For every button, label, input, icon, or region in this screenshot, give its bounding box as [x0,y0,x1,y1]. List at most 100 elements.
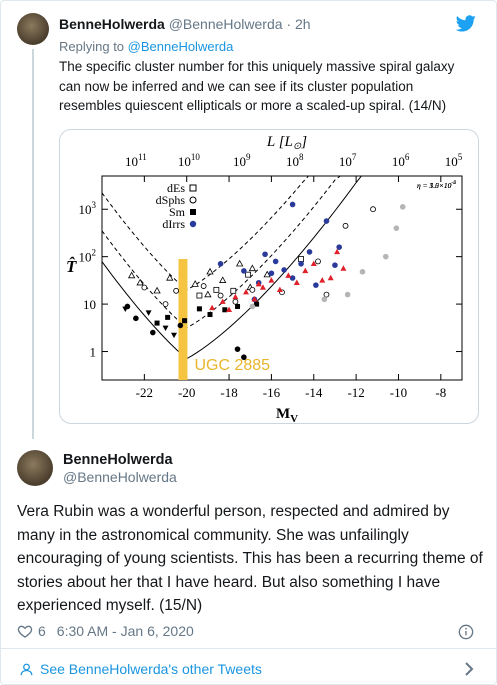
replying-to: Replying to @BenneHolwerda [59,39,233,54]
point-red-triangle [334,248,341,255]
point-open-triangle [127,271,136,279]
curve-label-exp: -4 [451,179,456,186]
point-de [245,271,252,278]
point-red-triangle [259,284,266,290]
point-gray-circle [321,296,328,303]
point-open-triangle [263,270,271,278]
point-dsph [217,292,224,299]
curve-label-text: η = 1.0×10 [417,181,452,190]
top-tick-exp: 7 [352,152,357,162]
point-dsph [141,284,148,291]
point-black-triangle [162,325,169,332]
point-dirr [332,262,338,268]
point-red-triangle [276,286,283,293]
top-tick-label: 1010 [178,152,201,169]
point-sm [196,306,202,312]
tweet-14[interactable]: BenneHolwerda @BenneHolwerda · 2h Replyi… [1,1,496,438]
point-red-triangle [268,277,275,283]
author-name[interactable]: BenneHolwerda [63,452,173,468]
point-dsph [323,291,330,298]
x-tick-label: -18 [220,385,237,400]
point-dirr [268,270,275,277]
point-black-circle [177,322,184,329]
person-icon [20,663,33,675]
point-dirr [313,282,319,288]
legend-label: dSphs [156,193,186,207]
curve-label-exp: -5 [451,180,456,186]
tweet-timestamp[interactable]: 6:30 AM - Jan 6, 2020 [56,623,194,639]
top-tick-base: 10 [125,154,138,169]
x-tick-label: -16 [263,385,281,400]
x-tick-label: -20 [178,385,195,400]
point-red-triangle [340,265,347,271]
point-gray-circle [359,269,366,275]
x-axis-label-sub: V [290,413,298,424]
twitter-bird-icon[interactable] [456,15,476,32]
heart-icon[interactable] [17,623,33,639]
point-red-triangle [209,304,216,311]
attached-chart-image[interactable]: -22 -20 -18 -16 -14 -12 -10 -8 1011 1010 109 108 107… [59,129,479,424]
point-dirr [272,258,279,265]
chart-labels: MV L [L⊙] T̂ [66,134,307,424]
legend-marker [189,196,197,204]
replying-handle-link[interactable]: @BenneHolwerda [127,39,234,54]
x-tick-label: -10 [390,385,407,400]
ugc-2885-label: UGC 2885 [194,357,270,374]
point-red-triangle [285,272,292,278]
point-red-triangle [219,298,226,304]
y-tick-base: 10 [79,202,92,217]
x-tick-label: -8 [435,385,446,400]
tweet-time[interactable]: 2h [295,16,311,32]
point-dirr [289,201,296,208]
point-red-triangle [310,260,317,266]
x-tick-label: -12 [347,385,364,400]
point-dirr [281,267,287,273]
legend-label: dIrrs [162,217,185,231]
point-open-triangle [204,290,212,298]
avatar[interactable] [17,450,53,486]
author-name[interactable]: BenneHolwerda [59,16,165,32]
top-tick-base: 10 [339,154,352,169]
like-count[interactable]: 6 [38,623,46,639]
see-other-tweets-label[interactable]: See BenneHolwerda's other Tweets [40,661,262,677]
author-handle[interactable]: @BenneHolwerda [168,16,283,32]
curve-label: η = 5.5×10-5 [417,180,456,190]
point-dirr [298,260,304,267]
top-label-part: ] [300,134,307,150]
chevron-right-icon[interactable] [464,661,474,677]
top-tick-base: 10 [233,154,246,169]
point-dsph [370,206,376,213]
y-tick-base: 10 [79,250,92,265]
top-tick-exp: 11 [138,152,147,162]
point-dsph [342,222,349,229]
top-tick-base: 10 [178,154,191,169]
thread-connector-line [32,49,34,439]
point-red-triangle [302,267,309,274]
point-gray-circle [249,303,256,310]
point-red-triangle [226,306,233,312]
author-handle[interactable]: @BenneHolwerda [63,469,177,485]
point-dirr [241,268,247,274]
point-open-triangle [206,267,214,275]
avatar[interactable] [17,13,49,45]
info-icon[interactable] [458,624,474,640]
point-dirr [262,251,268,258]
point-sm [235,303,241,309]
point-red-triangle [319,277,326,283]
plot-frame [101,175,463,381]
chart-curves: η = 3.5×10-4η = 5.5×10-5η = 1.0×10-5 [101,175,462,360]
see-other-tweets-link[interactable]: See BenneHolwerda's other Tweets [19,661,262,677]
x-axis-label: MV [276,406,298,424]
chart-points [122,201,406,361]
point-open-triangle [136,278,144,286]
point-red-triangle [251,296,258,302]
point-dsph [315,258,321,265]
tweet-meta: 6 6:30 AM - Jan 6, 2020 [17,623,194,639]
separator-dot: · [286,16,292,32]
point-open-triangle [219,276,227,283]
point-open-triangle [235,259,244,267]
top-tick-exp: 6 [405,152,410,162]
point-dirr [217,260,224,267]
